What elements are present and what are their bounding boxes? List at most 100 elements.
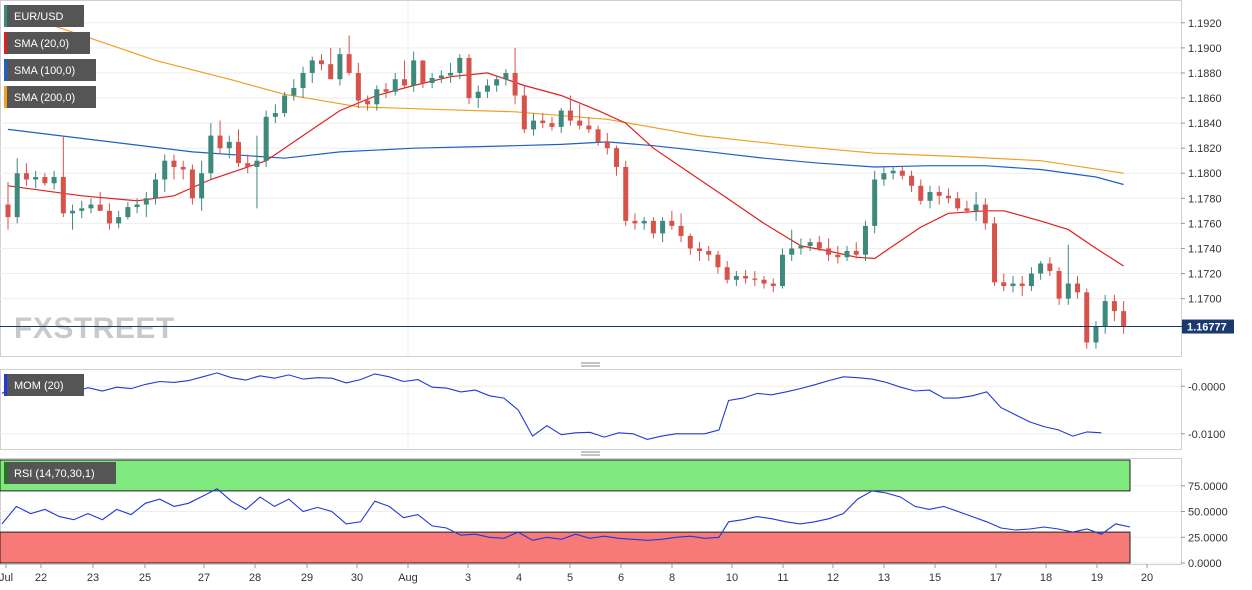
x-tick-label: 23 (87, 572, 99, 584)
mom-tick-label: -0.0100 (1188, 429, 1225, 441)
candle-body (42, 176, 48, 184)
candle-body (770, 283, 776, 287)
candle-body (1111, 301, 1117, 312)
price-tick-label: 1.1820 (1188, 143, 1222, 155)
legend-mom[interactable]: MOM (20) (4, 374, 84, 396)
mom-grid (0, 370, 1181, 449)
candle-body (171, 160, 177, 167)
candle-body (779, 254, 785, 287)
x-tick-label: 30 (351, 572, 363, 584)
sma100-path (7, 128, 1124, 186)
legend-eurusd-label: EUR/USD (14, 11, 64, 23)
x-tick-label: 13 (878, 572, 890, 584)
candle-body (697, 248, 702, 251)
candle-body (106, 210, 112, 224)
candle-body (180, 166, 186, 170)
price-tick-label: 1.1700 (1188, 294, 1222, 306)
price-axis: 1.1920 1.1900 1.1880 1.1860 1.1840 1.1820 1.18… (1181, 18, 1222, 306)
splitter-top[interactable] (581, 362, 600, 367)
candle-body (955, 198, 961, 209)
legend-eurusd[interactable]: EUR/USD (4, 5, 84, 27)
rsi-tick-label: 25.0000 (1188, 532, 1228, 544)
candle-body (623, 166, 629, 221)
rsi-tick-label: 50.0000 (1188, 507, 1228, 519)
candle-body (503, 72, 509, 80)
price-tick-label: 1.1780 (1188, 193, 1222, 205)
candle-body (466, 57, 472, 99)
candle-body (1121, 311, 1127, 327)
candle-body (1038, 263, 1044, 274)
legend-sma100[interactable]: SMA (100,0) (4, 59, 96, 81)
candle-body (189, 169, 195, 199)
legend-eurusd-bg (4, 5, 84, 27)
x-tick-label: Aug (398, 572, 418, 584)
candle-body (973, 204, 979, 211)
x-axis: Jul 22 23 25 27 28 29 30 Aug 3 4 5 6 8 10 11 12 13 15 17 18 1… (0, 564, 1153, 584)
candle-body (254, 160, 260, 167)
candle-body (733, 276, 739, 280)
candle-body (798, 245, 804, 249)
candle-body (567, 110, 573, 121)
candle-body (337, 54, 343, 80)
x-tick-label: 19 (1091, 572, 1103, 584)
price-tick-label: 1.1760 (1188, 218, 1222, 230)
candle-body (282, 95, 288, 114)
candle-body (899, 170, 905, 176)
legend-sma200-label: SMA (200,0) (14, 92, 75, 104)
candle-body (374, 89, 380, 105)
legend-sma20[interactable]: SMA (20,0) (4, 32, 90, 54)
mom-line (1, 372, 1102, 440)
candle-body (1065, 283, 1071, 299)
candle-body (236, 141, 241, 164)
candle-body (23, 173, 29, 180)
watermark: FXSTREET (14, 312, 175, 345)
candle-body (318, 60, 324, 65)
legend-sma100-label: SMA (100,0) (14, 65, 75, 77)
legend-rsi-bg (4, 462, 116, 484)
price-tick-label: 1.1840 (1188, 118, 1222, 130)
rsi-tick-label: 75.0000 (1188, 481, 1228, 493)
candle-body (51, 176, 57, 184)
candle-body (549, 123, 555, 127)
candle-body (88, 204, 94, 209)
candle-body (60, 176, 66, 214)
candle-body (715, 254, 721, 268)
candle-body (687, 235, 693, 249)
candle-body (853, 250, 859, 255)
x-tick-label: 29 (301, 572, 313, 584)
splitter-bottom[interactable] (581, 451, 600, 456)
candle-body (816, 242, 822, 249)
x-tick-label: 4 (516, 572, 522, 584)
candle-body (457, 57, 463, 73)
candle-body (604, 141, 610, 149)
candle-body (807, 242, 813, 246)
candle-body (1084, 292, 1090, 343)
legend-sma20-swatch (4, 32, 7, 54)
candle-body (982, 204, 988, 224)
candle-body (678, 225, 684, 236)
legend-rsi[interactable]: RSI (14,70,30,1) (4, 462, 116, 484)
candle-body (383, 89, 389, 92)
x-tick-label: 27 (198, 572, 210, 584)
price-tick-label: 1.1720 (1188, 269, 1222, 281)
legend-mom-swatch (4, 374, 7, 396)
candle-body (291, 87, 297, 96)
candle-body (669, 220, 675, 226)
candle-body (909, 175, 915, 186)
legend-sma20-label: SMA (20,0) (14, 38, 69, 50)
candle-body (365, 100, 371, 105)
candle-body (475, 91, 481, 99)
candle-body (752, 278, 758, 280)
candle-body (844, 250, 850, 258)
legend-sma200[interactable]: SMA (200,0) (4, 86, 96, 108)
candle-body (79, 208, 85, 211)
candle-body (918, 185, 924, 201)
legend-rsi-swatch (4, 462, 7, 484)
x-tick-label: 10 (726, 572, 738, 584)
candle-body (577, 120, 583, 126)
candle-body (1001, 282, 1007, 287)
candle-body (484, 85, 490, 92)
x-tick-label: 20 (1141, 572, 1153, 584)
x-tick-label: 15 (929, 572, 941, 584)
